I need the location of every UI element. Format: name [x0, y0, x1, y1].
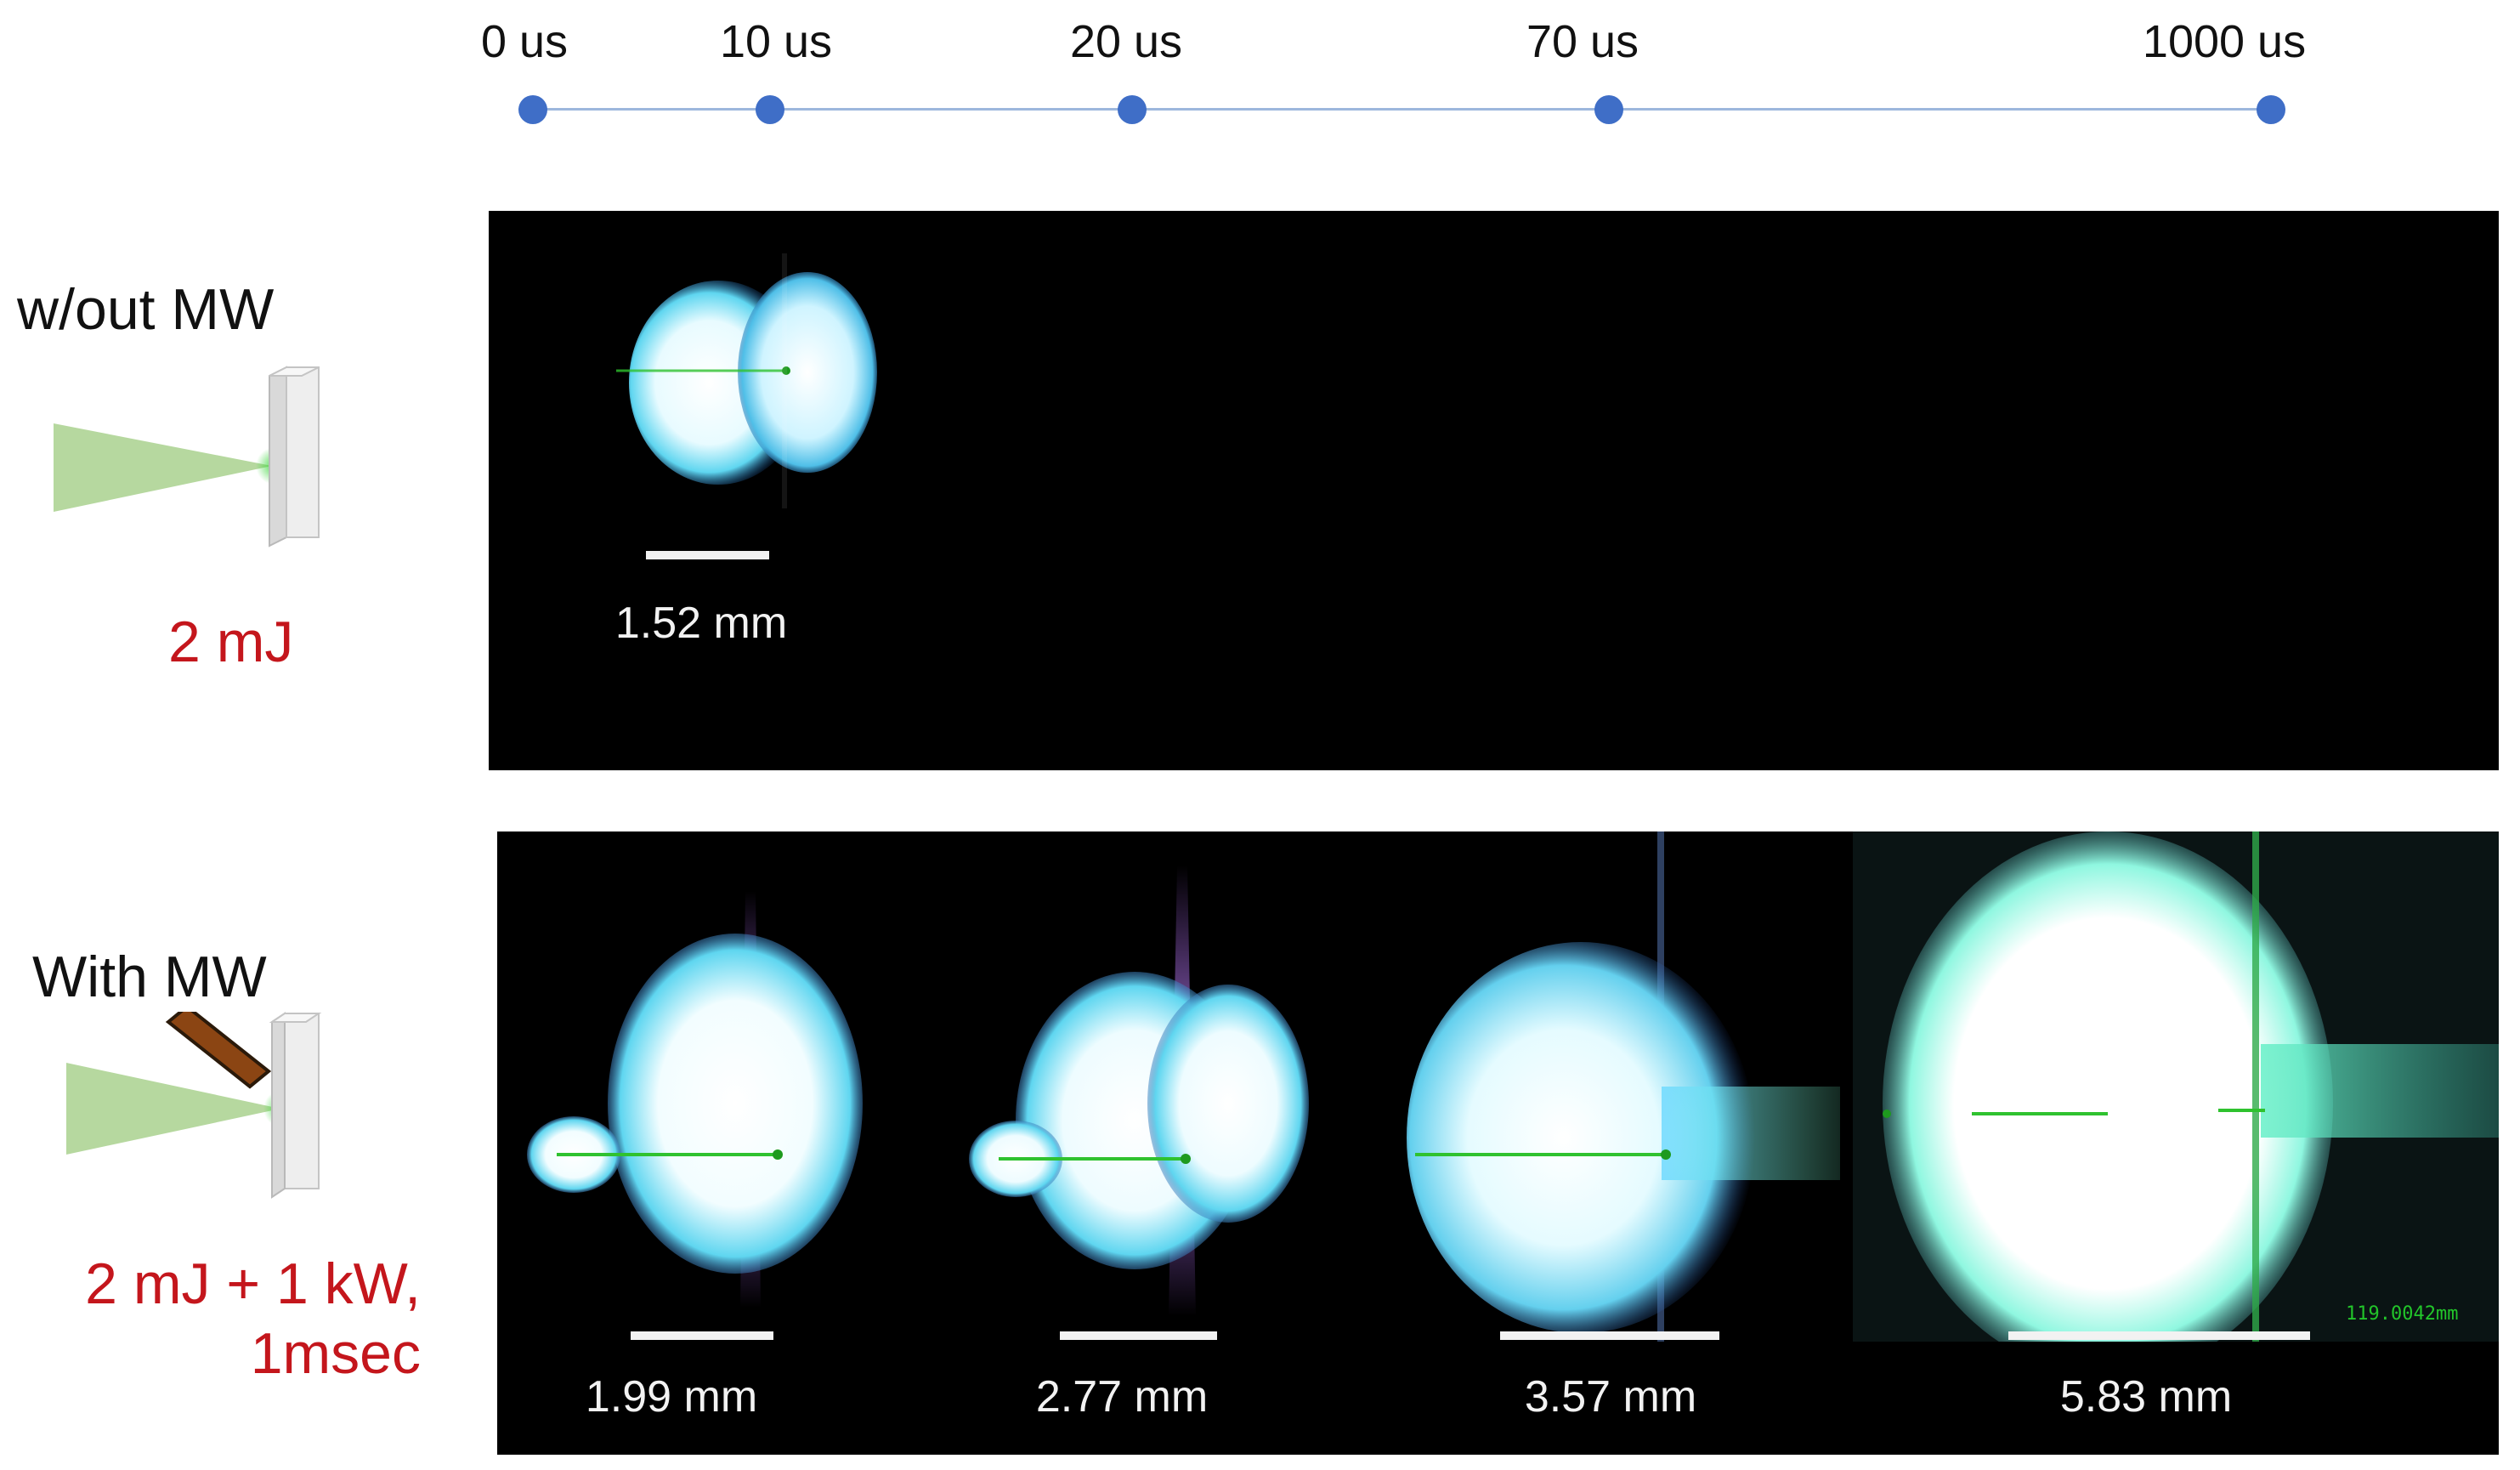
timeline-axis — [533, 108, 2271, 111]
target-side — [271, 1012, 286, 1199]
timeline-label-20: 20 us — [1069, 16, 1183, 67]
plume-image-10us — [616, 253, 877, 508]
target-top — [269, 1013, 322, 1023]
laser-beam — [66, 1063, 280, 1155]
timeline-label-0: 0 us — [480, 16, 569, 67]
measurement-readout: 119.0042mm — [2346, 1303, 2459, 1325]
scale-bar-70us — [1500, 1331, 1719, 1340]
scale-label-10us: 1.99 mm — [585, 1372, 758, 1422]
row-with-energy-line1: 2 mJ + 1 kW, — [85, 1251, 421, 1316]
row-with-title: With MW — [32, 945, 267, 1009]
row-without-title: w/out MW — [17, 277, 275, 342]
row-with-energy-line2: 1msec — [250, 1320, 421, 1386]
timeline-dot-1000 — [2257, 95, 2285, 124]
target-side — [269, 366, 287, 548]
plume-image-20us — [969, 866, 1309, 1316]
timeline-dot-0 — [518, 95, 547, 124]
timeline-label-1000: 1000 us — [2142, 16, 2307, 67]
scale-bar-10us — [631, 1331, 773, 1340]
timeline-dot-10 — [756, 95, 784, 124]
target-face — [286, 366, 320, 538]
row-without-energy: 2 mJ — [168, 610, 294, 674]
laser-target-diagram-without — [54, 366, 320, 548]
timeline-label-10: 10 us — [719, 16, 833, 67]
scale-bar — [646, 551, 769, 559]
plume-image-70us — [1407, 831, 1840, 1342]
microwave-antenna — [165, 1012, 272, 1089]
scale-label-70us: 3.57 mm — [1524, 1372, 1697, 1422]
panel-with-mw: 119.0042mm 1.99 mm 2.77 mm 3.57 mm 5.83 … — [497, 831, 2499, 1455]
target-top — [269, 366, 320, 377]
plume-image-1000us — [1853, 831, 2499, 1342]
timeline-dot-20 — [1118, 95, 1147, 124]
target-face — [284, 1013, 320, 1189]
scale-label-1000us: 5.83 mm — [2059, 1372, 2233, 1422]
scale-bar-20us — [1060, 1331, 1217, 1340]
row-with-energy: 2 mJ + 1 kW, 1msec — [55, 1250, 421, 1388]
scale-label: 1.52 mm — [614, 599, 788, 648]
panel-without-mw: 1.52 mm — [489, 211, 2499, 770]
laser-beam — [54, 423, 272, 512]
timeline-dot-70 — [1594, 95, 1623, 124]
laser-target-diagram-with — [66, 1012, 322, 1199]
scale-bar-1000us — [2008, 1331, 2310, 1340]
timeline-label-70: 70 us — [1526, 16, 1639, 67]
plume-image-10us — [527, 891, 863, 1308]
scale-label-20us: 2.77 mm — [1035, 1372, 1209, 1422]
